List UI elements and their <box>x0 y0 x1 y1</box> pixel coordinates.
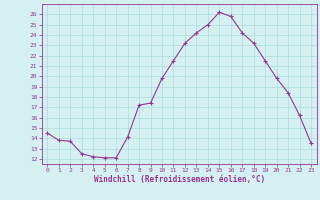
X-axis label: Windchill (Refroidissement éolien,°C): Windchill (Refroidissement éolien,°C) <box>94 175 265 184</box>
